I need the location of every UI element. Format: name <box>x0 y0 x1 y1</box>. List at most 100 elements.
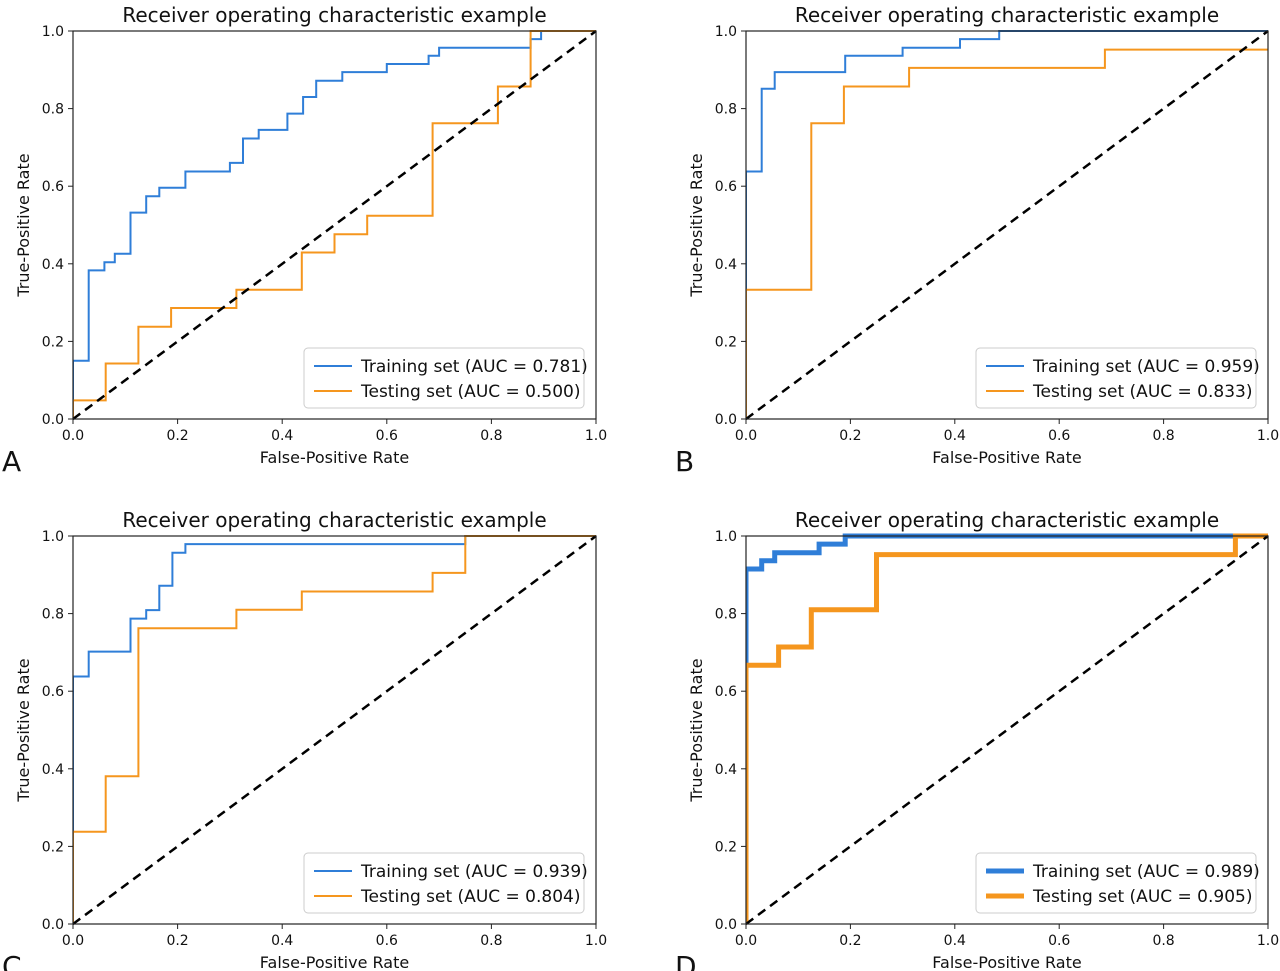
y-tick-label: 0.4 <box>42 257 64 273</box>
legend-box <box>303 347 585 409</box>
legend-entry: Training set (AUC = 0.959) <box>1032 357 1260 377</box>
testing-roc-line <box>73 30 596 419</box>
y-tick-label: 0.0 <box>715 412 737 428</box>
y-tick-label: 1.0 <box>715 24 737 40</box>
chart-title: Receiver operating characteristic exampl… <box>122 3 546 27</box>
axes-frame <box>72 30 597 420</box>
y-tick-label: 0.6 <box>42 684 64 700</box>
x-tick-label: 0.8 <box>1152 933 1174 949</box>
chart-title: Receiver operating characteristic exampl… <box>795 508 1219 532</box>
x-tick-label: 1.0 <box>585 933 607 949</box>
chance-diagonal-line <box>746 534 1269 926</box>
panel-letter: B <box>675 445 694 478</box>
x-axis-label: False-Positive Rate <box>260 953 409 971</box>
x-tick-label: 0.2 <box>166 428 188 444</box>
y-axis-label: True-Positive Rate <box>14 658 33 802</box>
y-axis-label: True-Positive Rate <box>687 153 706 297</box>
legend-entry: Training set (AUC = 0.781) <box>360 357 588 377</box>
x-tick-label: 1.0 <box>585 428 607 444</box>
x-tick-label: 0.4 <box>944 933 966 949</box>
x-tick-label: 0.6 <box>1048 428 1070 444</box>
axes-frame <box>72 535 597 925</box>
x-tick-label: 1.0 <box>1257 428 1279 444</box>
x-tick-label: 0.0 <box>62 933 84 949</box>
y-tick-label: 1.0 <box>715 529 737 545</box>
axes-frame <box>745 535 1269 925</box>
training-roc-line <box>73 30 596 419</box>
legend-entry: Training set (AUC = 0.939) <box>360 862 588 882</box>
x-tick-label: 0.8 <box>480 933 502 949</box>
legend: Training set (AUC = 0.989) Testing set (A… <box>975 852 1260 914</box>
roc-panel-d: Receiver operating characteristic exampl… <box>675 508 1279 971</box>
legend-entry: Training set (AUC = 0.989) <box>1032 862 1260 882</box>
x-tick-label: 0.6 <box>376 428 398 444</box>
y-tick-label: 0.0 <box>715 917 737 933</box>
x-tick-label: 1.0 <box>1257 933 1279 949</box>
roc-panel-b: Receiver operating characteristic exampl… <box>675 3 1279 478</box>
panel-letter: A <box>2 445 21 478</box>
testing-roc-line <box>746 48 1268 419</box>
x-tick-label: 0.0 <box>735 933 757 949</box>
y-tick-label: 0.0 <box>42 412 64 428</box>
x-tick-label: 0.0 <box>735 428 757 444</box>
legend-entry: Testing set (AUC = 0.804) <box>360 887 580 907</box>
legend-entry: Testing set (AUC = 0.905) <box>1032 887 1252 907</box>
y-tick-label: 0.8 <box>42 102 64 118</box>
legend: Training set (AUC = 0.781) Testing set (A… <box>303 347 588 409</box>
x-tick-label: 0.6 <box>376 933 398 949</box>
y-tick-label: 0.6 <box>715 684 737 700</box>
x-tick-label: 0.4 <box>944 428 966 444</box>
y-tick-label: 1.0 <box>42 24 64 40</box>
x-axis-label: False-Positive Rate <box>260 448 409 467</box>
y-tick-label: 0.8 <box>715 102 737 118</box>
y-tick-label: 0.2 <box>42 839 64 855</box>
x-tick-label: 0.6 <box>1048 933 1070 949</box>
legend: Training set (AUC = 0.959) Testing set (A… <box>975 347 1260 409</box>
x-tick-label: 0.2 <box>166 933 188 949</box>
y-tick-label: 0.4 <box>715 762 737 778</box>
legend-box <box>975 347 1257 409</box>
x-tick-label: 0.4 <box>271 428 293 444</box>
legend: Training set (AUC = 0.939) Testing set (A… <box>303 852 588 914</box>
x-axis-label: False-Positive Rate <box>932 953 1081 971</box>
x-tick-label: 0.2 <box>839 428 861 444</box>
chart-title: Receiver operating characteristic exampl… <box>795 3 1219 27</box>
chance-diagonal-line <box>746 29 1269 421</box>
x-axis-label: False-Positive Rate <box>932 448 1081 467</box>
y-tick-label: 0.2 <box>715 839 737 855</box>
legend-box <box>303 852 585 914</box>
y-axis-label: True-Positive Rate <box>14 153 33 297</box>
roc-panel-c: Receiver operating characteristic exampl… <box>2 508 607 971</box>
y-tick-label: 0.8 <box>42 607 64 623</box>
x-tick-label: 0.0 <box>62 428 84 444</box>
y-tick-label: 0.6 <box>715 179 737 195</box>
training-roc-line <box>73 535 596 924</box>
x-tick-label: 0.4 <box>271 933 293 949</box>
y-tick-label: 0.2 <box>42 334 64 350</box>
roc-panel-a: Receiver operating characteristic exampl… <box>2 3 607 478</box>
x-tick-label: 0.2 <box>839 933 861 949</box>
panel-letter: D <box>675 950 697 971</box>
chance-diagonal-line <box>73 534 597 926</box>
legend-box <box>975 852 1257 914</box>
testing-roc-line <box>73 535 596 924</box>
testing-roc-line <box>746 533 1268 924</box>
chance-diagonal-line <box>73 29 597 421</box>
y-tick-label: 0.8 <box>715 607 737 623</box>
x-tick-label: 0.8 <box>1152 428 1174 444</box>
axes-frame <box>745 30 1269 420</box>
y-tick-label: 0.2 <box>715 334 737 350</box>
chart-title: Receiver operating characteristic exampl… <box>122 508 546 532</box>
training-roc-line <box>746 533 1268 924</box>
y-tick-label: 0.4 <box>42 762 64 778</box>
y-axis-label: True-Positive Rate <box>687 658 706 802</box>
panel-letter: C <box>2 950 22 971</box>
legend-entry: Testing set (AUC = 0.500) <box>360 382 580 402</box>
x-tick-label: 0.8 <box>480 428 502 444</box>
y-tick-label: 0.0 <box>42 917 64 933</box>
legend-entry: Testing set (AUC = 0.833) <box>1032 382 1252 402</box>
y-tick-label: 0.6 <box>42 179 64 195</box>
y-tick-label: 1.0 <box>42 529 64 545</box>
y-tick-label: 0.4 <box>715 257 737 273</box>
